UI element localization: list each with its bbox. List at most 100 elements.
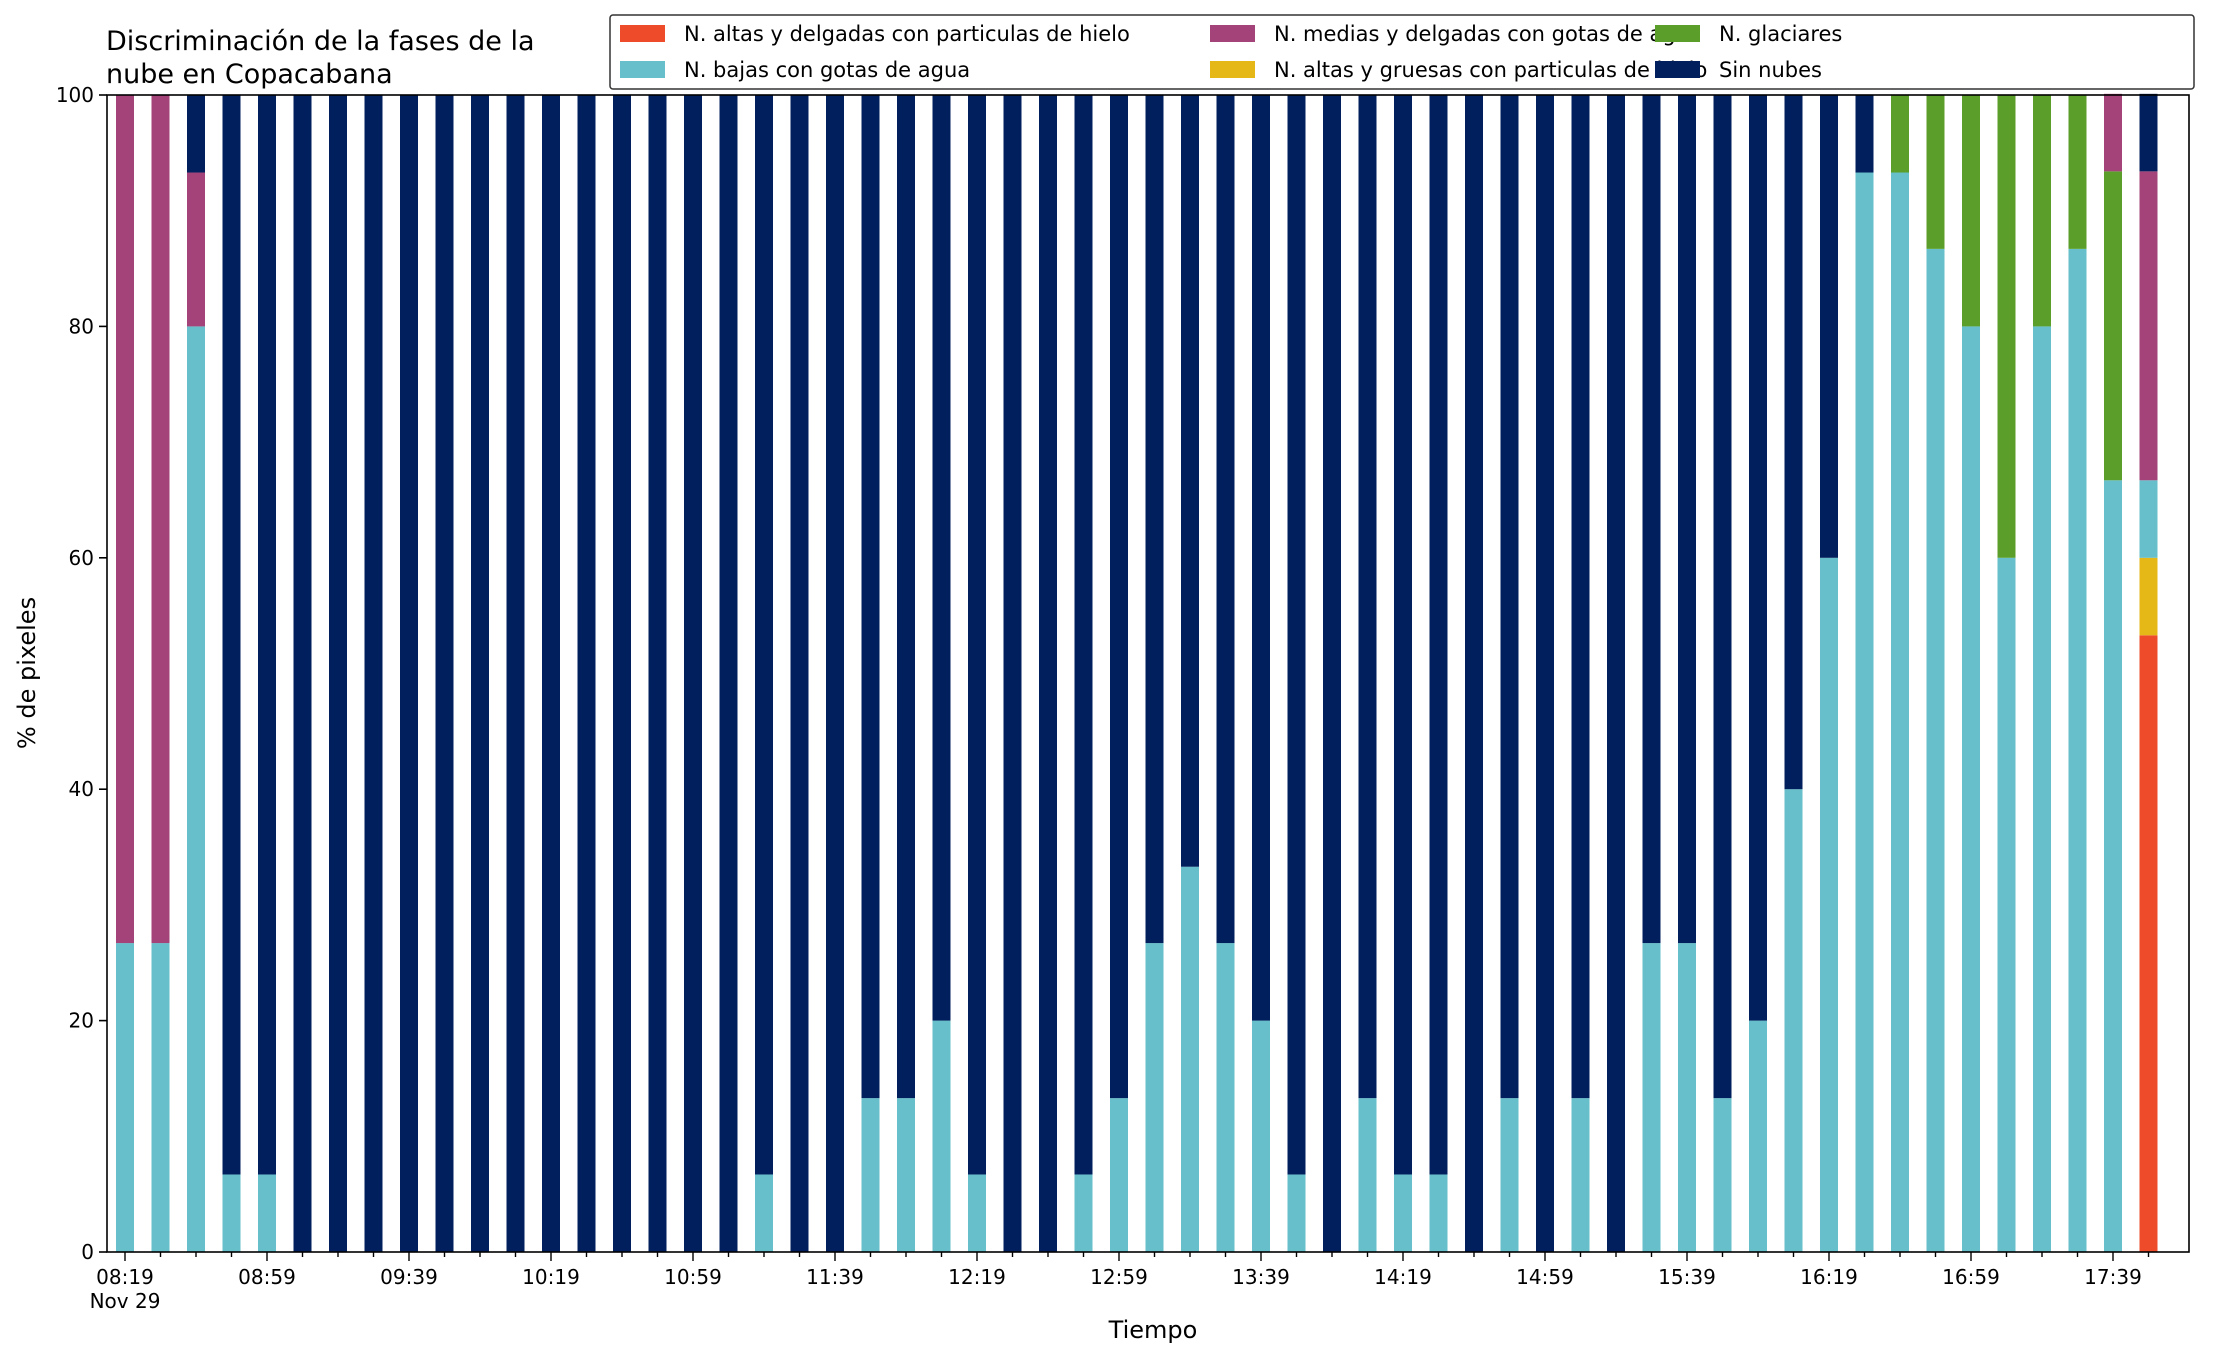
x-tick-label: 13:39 bbox=[1232, 1265, 1290, 1289]
legend-entry: N. altas y gruesas con particulas de hie… bbox=[1274, 58, 1707, 82]
y-tick-label: 80 bbox=[69, 314, 94, 338]
bar-segment-36-s2 bbox=[1394, 1174, 1412, 1252]
bar-segment-35-s2 bbox=[1358, 1098, 1377, 1252]
chart-title-line-2: nube en Copacabana bbox=[106, 59, 393, 90]
x-axis-label: Tiempo bbox=[1108, 1316, 1198, 1344]
bar-segment-3-s5 bbox=[222, 95, 241, 1175]
bar-segment-38-s5 bbox=[1465, 95, 1483, 1252]
bar-segment-27-s2 bbox=[1074, 1174, 1093, 1252]
x-tick-date-label: Nov 29 bbox=[90, 1289, 161, 1313]
bar-segment-35-s5 bbox=[1358, 95, 1377, 1099]
bar-segment-18-s5 bbox=[755, 95, 773, 1175]
bar-segment-47-s2 bbox=[1784, 789, 1803, 1252]
bar-segment-56-s3 bbox=[2104, 171, 2122, 481]
x-tick-label: 09:39 bbox=[380, 1265, 438, 1289]
legend-box bbox=[609, 14, 2195, 90]
bar-segment-44-s2 bbox=[1678, 943, 1696, 1252]
legend-swatch bbox=[620, 25, 665, 42]
bar-segment-29-s5 bbox=[1145, 95, 1164, 944]
bar-segment-32-s2 bbox=[1252, 1020, 1270, 1252]
legend-entry: N. medias y delgadas con gotas de agua bbox=[1274, 22, 1702, 46]
bar-segment-54-s2 bbox=[2033, 326, 2051, 1252]
bar-segment-52-s3 bbox=[1962, 95, 1980, 327]
bar-segment-25-s5 bbox=[1003, 95, 1022, 1252]
x-tick-label: 12:19 bbox=[948, 1265, 1006, 1289]
bar-segment-1-s2 bbox=[151, 943, 170, 1252]
chart-title-line-1: Discriminación de la fases de la bbox=[106, 26, 535, 57]
bar-segment-33-s5 bbox=[1287, 95, 1306, 1175]
bar-segment-4-s5 bbox=[258, 95, 276, 1175]
bar-segment-51-s3 bbox=[1926, 95, 1945, 249]
bars-group bbox=[116, 93, 2158, 1252]
bar-segment-8-s5 bbox=[400, 95, 418, 1252]
bar-segment-30-s2 bbox=[1181, 866, 1199, 1252]
bar-segment-13-s5 bbox=[577, 95, 596, 1252]
bar-segment-55-s2 bbox=[2068, 248, 2087, 1252]
bar-segment-2-s4 bbox=[187, 172, 205, 327]
bar-segment-32-s5 bbox=[1252, 95, 1270, 1021]
bar-segment-57-s2 bbox=[2139, 480, 2158, 558]
bar-segment-46-s2 bbox=[1749, 1020, 1767, 1252]
bar-segment-37-s2 bbox=[1429, 1174, 1448, 1252]
x-tick-label: 14:19 bbox=[1374, 1265, 1432, 1289]
y-axis-label: % de pixeles bbox=[13, 597, 41, 749]
bar-segment-42-s5 bbox=[1607, 95, 1625, 1252]
x-tick-label: 17:39 bbox=[2084, 1265, 2142, 1289]
legend-swatch bbox=[1655, 25, 1700, 42]
bar-segment-57-s4 bbox=[2139, 171, 2158, 481]
bar-segment-46-s5 bbox=[1749, 95, 1767, 1021]
bar-segment-37-s5 bbox=[1429, 95, 1448, 1175]
bar-segment-11-s5 bbox=[506, 95, 525, 1252]
bar-segment-2-s5 bbox=[187, 95, 205, 173]
bar-segment-23-s5 bbox=[932, 95, 951, 1021]
x-tick-label: 10:19 bbox=[522, 1265, 580, 1289]
bar-segment-51-s2 bbox=[1926, 248, 1945, 1252]
bar-segment-57-s1 bbox=[2139, 557, 2158, 636]
x-tick-label: 11:39 bbox=[806, 1265, 864, 1289]
bar-segment-52-s2 bbox=[1962, 326, 1980, 1252]
bar-segment-56-s2 bbox=[2104, 480, 2122, 1252]
bar-segment-15-s5 bbox=[648, 95, 667, 1252]
x-axis: 08:19 08:59 09:39 10:19 10:59 11:39 12:19 12:59… bbox=[90, 1252, 2150, 1313]
bar-segment-55-s3 bbox=[2068, 95, 2087, 249]
bar-segment-7-s5 bbox=[364, 95, 383, 1252]
bar-segment-28-s5 bbox=[1110, 95, 1128, 1099]
bar-segment-2-s2 bbox=[187, 326, 205, 1252]
bar-segment-20-s5 bbox=[826, 95, 844, 1252]
y-tick-label: 0 bbox=[81, 1240, 94, 1264]
bar-segment-22-s2 bbox=[897, 1098, 915, 1252]
legend-entry: N. altas y delgadas con particulas de hi… bbox=[684, 22, 1130, 46]
y-tick-label: 20 bbox=[69, 1009, 94, 1033]
bar-segment-4-s2 bbox=[258, 1174, 276, 1252]
x-tick-label: 08:19 bbox=[96, 1265, 154, 1289]
bar-segment-9-s5 bbox=[435, 95, 454, 1252]
x-tick-label: 16:59 bbox=[1942, 1265, 2000, 1289]
bar-segment-49-s2 bbox=[1855, 172, 1874, 1252]
bar-segment-50-s2 bbox=[1891, 172, 1909, 1252]
x-tick-label: 15:39 bbox=[1658, 1265, 1716, 1289]
bar-segment-17-s5 bbox=[719, 95, 738, 1252]
x-tick-label: 10:59 bbox=[664, 1265, 722, 1289]
bar-segment-45-s5 bbox=[1713, 95, 1732, 1099]
x-tick-label: 12:59 bbox=[1090, 1265, 1148, 1289]
bar-segment-53-s2 bbox=[1997, 557, 2016, 1252]
legend-entry: N. bajas con gotas de agua bbox=[684, 58, 970, 82]
bar-segment-49-s5 bbox=[1855, 95, 1874, 173]
bar-segment-48-s5 bbox=[1820, 95, 1838, 558]
legend-swatch bbox=[1210, 61, 1255, 78]
bar-segment-21-s2 bbox=[861, 1098, 880, 1252]
legend-swatch bbox=[1210, 25, 1255, 42]
bar-segment-23-s2 bbox=[932, 1020, 951, 1252]
bar-segment-31-s5 bbox=[1216, 95, 1235, 944]
bar-segment-18-s2 bbox=[755, 1174, 773, 1252]
bar-segment-57-s0 bbox=[2139, 635, 2158, 1252]
bar-segment-56-s4 bbox=[2104, 93, 2122, 172]
bar-segment-5-s5 bbox=[293, 95, 312, 1252]
legend: N. altas y delgadas con particulas de hi… bbox=[609, 14, 2195, 90]
bar-segment-16-s5 bbox=[684, 95, 702, 1252]
y-axis: 0 20 40 60 80 100 bbox=[56, 83, 107, 1264]
x-tick-label: 08:59 bbox=[238, 1265, 296, 1289]
y-tick-label: 100 bbox=[56, 83, 94, 107]
bar-segment-36-s5 bbox=[1394, 95, 1412, 1175]
